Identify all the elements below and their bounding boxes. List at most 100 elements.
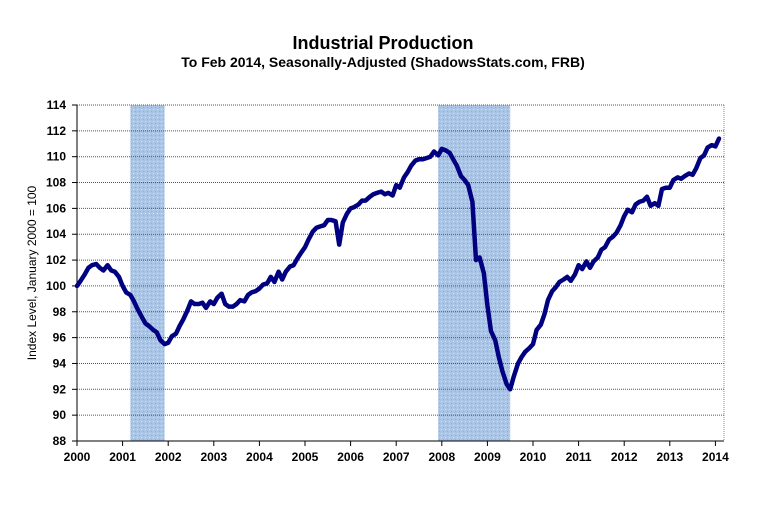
y-tick-label: 110 bbox=[47, 150, 67, 164]
data-point bbox=[506, 383, 508, 385]
data-point bbox=[657, 205, 659, 207]
data-point bbox=[532, 343, 534, 345]
x-tick-label: 2000 bbox=[64, 450, 91, 464]
data-point bbox=[209, 300, 211, 302]
x-tick-label: 2002 bbox=[155, 450, 182, 464]
data-point bbox=[304, 246, 306, 248]
data-point bbox=[593, 260, 595, 262]
data-point bbox=[403, 176, 405, 178]
data-point bbox=[452, 158, 454, 160]
data-point bbox=[456, 165, 458, 167]
data-point bbox=[156, 331, 158, 333]
data-point bbox=[141, 316, 143, 318]
data-point bbox=[479, 256, 481, 258]
data-point bbox=[661, 188, 663, 190]
data-point bbox=[232, 306, 234, 308]
data-point bbox=[399, 187, 401, 189]
data-point bbox=[540, 324, 542, 326]
data-point bbox=[102, 269, 104, 271]
data-point bbox=[471, 201, 473, 203]
data-point bbox=[566, 276, 568, 278]
data-point bbox=[677, 176, 679, 178]
data-point bbox=[369, 196, 371, 198]
data-point bbox=[194, 303, 196, 305]
data-point bbox=[570, 280, 572, 282]
data-point bbox=[213, 303, 215, 305]
y-tick-label: 94 bbox=[53, 356, 67, 370]
data-point bbox=[319, 225, 321, 227]
data-point bbox=[600, 249, 602, 251]
data-point bbox=[703, 154, 705, 156]
data-point bbox=[152, 329, 154, 331]
data-point bbox=[654, 202, 656, 204]
data-point bbox=[563, 278, 565, 280]
data-point bbox=[164, 343, 166, 345]
data-point bbox=[578, 264, 580, 266]
data-point bbox=[118, 276, 120, 278]
data-point bbox=[342, 222, 344, 224]
x-tick-label: 2009 bbox=[474, 450, 501, 464]
data-point bbox=[205, 307, 207, 309]
data-point bbox=[422, 158, 424, 160]
data-point bbox=[684, 175, 686, 177]
data-point bbox=[642, 200, 644, 202]
data-point bbox=[581, 268, 583, 270]
data-point bbox=[615, 232, 617, 234]
chart-title: Industrial Production bbox=[292, 33, 474, 53]
data-point bbox=[198, 303, 200, 305]
data-point bbox=[449, 152, 451, 154]
data-point bbox=[122, 285, 124, 287]
data-point bbox=[330, 219, 332, 221]
y-tick-label: 112 bbox=[47, 124, 67, 138]
x-tick-label: 2012 bbox=[611, 450, 638, 464]
data-point bbox=[387, 192, 389, 194]
data-point bbox=[312, 231, 314, 233]
data-point bbox=[201, 302, 203, 304]
data-point bbox=[84, 273, 86, 275]
x-tick-label: 2007 bbox=[383, 450, 410, 464]
data-point bbox=[650, 205, 652, 207]
data-point bbox=[346, 213, 348, 215]
y-tick-label: 106 bbox=[46, 201, 66, 215]
data-point bbox=[308, 238, 310, 240]
y-tick-label: 88 bbox=[53, 434, 67, 448]
data-point bbox=[270, 276, 272, 278]
data-point bbox=[87, 267, 89, 269]
data-point bbox=[236, 303, 238, 305]
data-point bbox=[414, 160, 416, 162]
data-point bbox=[255, 290, 257, 292]
data-point bbox=[464, 179, 466, 181]
data-point bbox=[498, 356, 500, 358]
data-point bbox=[190, 300, 192, 302]
data-point bbox=[243, 300, 245, 302]
data-point bbox=[551, 290, 553, 292]
data-point bbox=[695, 167, 697, 169]
data-point bbox=[182, 319, 184, 321]
data-point bbox=[490, 330, 492, 332]
x-tick-label: 2003 bbox=[200, 450, 227, 464]
y-tick-label: 102 bbox=[46, 253, 66, 267]
data-point bbox=[612, 236, 614, 238]
data-point bbox=[604, 246, 606, 248]
data-point bbox=[711, 144, 713, 146]
data-point bbox=[159, 339, 161, 341]
data-point bbox=[521, 356, 523, 358]
data-point bbox=[323, 224, 325, 226]
data-point bbox=[486, 304, 488, 306]
data-point bbox=[688, 172, 690, 174]
recession-band bbox=[438, 105, 511, 441]
data-point bbox=[372, 193, 374, 195]
x-tick-label: 2006 bbox=[337, 450, 364, 464]
data-point bbox=[620, 224, 622, 226]
data-point bbox=[680, 178, 682, 180]
data-point bbox=[247, 294, 249, 296]
data-point bbox=[444, 149, 446, 151]
data-point bbox=[216, 297, 218, 299]
data-point bbox=[395, 184, 397, 186]
data-point bbox=[699, 157, 701, 159]
series-line bbox=[74, 136, 722, 392]
data-point bbox=[239, 299, 241, 301]
data-point bbox=[672, 179, 674, 181]
data-point bbox=[315, 227, 317, 229]
